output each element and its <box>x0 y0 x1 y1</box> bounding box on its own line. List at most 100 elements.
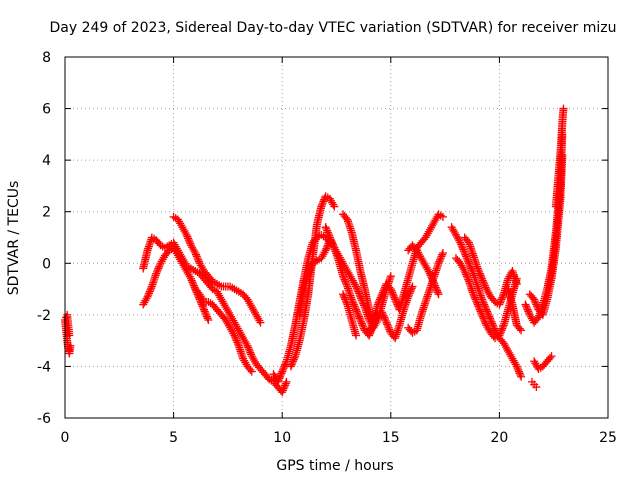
data-point-interp <box>144 291 153 300</box>
data-point-interp <box>381 316 390 325</box>
data-point-interp <box>374 298 383 307</box>
data-point-interp <box>462 270 471 279</box>
data-point <box>352 305 361 314</box>
data-point <box>512 362 521 371</box>
data-point <box>530 295 539 304</box>
data-point-interp <box>281 381 290 390</box>
data-point-interp <box>464 275 473 284</box>
data-point-interp <box>524 307 533 316</box>
data-point-interp <box>464 257 473 266</box>
data-point-interp <box>459 247 468 256</box>
data-point-interp <box>459 245 468 254</box>
data-point-interp <box>329 200 338 209</box>
data-point-interp <box>275 374 284 383</box>
data-point-interp <box>305 266 314 275</box>
data-point-interp <box>383 320 392 329</box>
data-point <box>404 292 413 301</box>
y-axis-title: SDTVAR / TECUs <box>6 181 22 296</box>
data-point-interp <box>353 285 362 294</box>
data-point-interp <box>497 295 506 304</box>
data-point <box>469 290 478 299</box>
data-point-interp <box>462 254 471 263</box>
data-point <box>547 352 556 361</box>
data-point <box>382 318 391 327</box>
data-point-interp <box>378 309 387 318</box>
data-point <box>478 274 487 283</box>
data-point <box>152 269 161 278</box>
data-point-interp <box>341 277 350 286</box>
data-point-interp <box>276 372 285 381</box>
data-point-interp <box>185 272 194 281</box>
data-point-interp <box>516 371 525 380</box>
data-point-interp <box>354 312 363 321</box>
data-point-interp <box>319 197 328 206</box>
data-point <box>438 212 447 221</box>
data-point <box>256 318 265 327</box>
data-point <box>434 259 443 268</box>
data-point-interp <box>350 280 359 289</box>
data-point-interp <box>436 254 445 263</box>
data-point-interp <box>435 257 444 266</box>
data-point-interp <box>471 295 480 304</box>
data-point-interp <box>341 297 350 306</box>
data-point <box>247 367 256 376</box>
data-point-interp <box>532 300 541 309</box>
data-point-interp <box>376 293 385 302</box>
data-point <box>317 202 326 211</box>
data-point-interp <box>461 268 470 277</box>
data-point-interp <box>476 307 485 316</box>
data-point <box>321 246 330 255</box>
data-point-interp <box>279 384 288 393</box>
data-point-interp <box>350 302 359 311</box>
data-point-interp <box>499 322 508 331</box>
data-point-interp <box>278 386 287 395</box>
data-point-interp <box>515 324 524 333</box>
data-point-interp <box>203 314 212 323</box>
x-axis-title: GPS time / hours <box>276 458 393 474</box>
data-point-interp <box>352 307 361 316</box>
data-point-interp <box>496 329 505 338</box>
data-point-interp <box>379 286 388 295</box>
data-point-interp <box>155 262 164 271</box>
data-point-interp <box>381 315 390 324</box>
data-point <box>473 300 482 309</box>
data-point <box>378 308 387 317</box>
data-point-interp <box>475 267 484 276</box>
data-point-interp <box>472 298 481 307</box>
data-point-interp <box>481 319 490 328</box>
data-point-interp <box>181 228 190 237</box>
data-point-interp <box>327 236 336 245</box>
data-point-interp <box>384 323 393 332</box>
data-point-interp <box>390 293 399 302</box>
tick-labels: 0 5 10 15 20 25 -6 -4 -2 0 2 4 6 8 <box>37 50 617 446</box>
data-point-interp <box>322 244 331 253</box>
data-point-interp <box>246 365 255 374</box>
data-point <box>512 279 521 288</box>
data-point <box>434 290 443 299</box>
data-point <box>373 300 382 309</box>
data-point-interp <box>339 273 348 282</box>
data-point-interp <box>457 242 466 251</box>
data-point-interp <box>341 279 350 288</box>
data-point-interp <box>194 257 203 266</box>
data-point-interp <box>533 302 542 311</box>
data-point-interp <box>433 286 442 295</box>
data-point-interp <box>247 350 256 359</box>
data-point-interp <box>531 298 540 307</box>
data-point-interp <box>144 289 153 298</box>
data-point-interp <box>353 309 362 318</box>
y-tick-label: 0 <box>42 256 51 272</box>
data-point <box>278 388 287 397</box>
data-point-interp <box>389 291 398 300</box>
data-point-interp <box>379 311 388 320</box>
data-point-interp <box>378 288 387 297</box>
data-point-interp <box>522 303 531 312</box>
data-point-interp <box>185 237 194 246</box>
data-point-interp <box>496 328 505 337</box>
data-point-interp <box>388 288 397 297</box>
data-point-interp <box>280 383 289 392</box>
y-tick-label: 6 <box>42 102 51 118</box>
data-point <box>378 290 387 299</box>
data-point <box>473 264 482 273</box>
data-point-interp <box>329 242 338 251</box>
